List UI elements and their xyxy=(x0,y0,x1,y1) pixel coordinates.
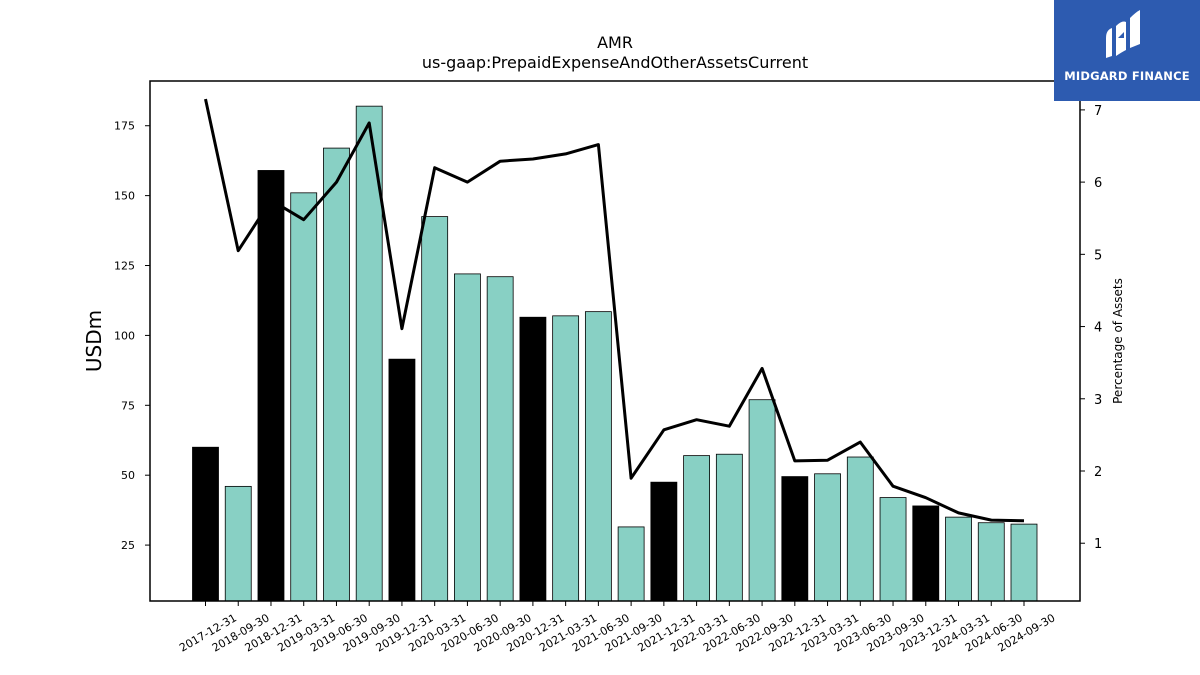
bar xyxy=(388,358,416,602)
y-tick-label: 75 xyxy=(121,399,135,412)
y2-axis-label: Percentage of Assets xyxy=(1111,278,1125,404)
y2-tick-label: 6 xyxy=(1094,176,1102,191)
bar xyxy=(519,316,547,602)
y-axis-label: USDm xyxy=(82,310,106,372)
bar xyxy=(912,505,940,602)
midgard-finance-logo: MIDGARD FINANCE xyxy=(1054,0,1200,101)
y-axis-right: 1 2 3 4 5 6 7 xyxy=(1080,104,1102,552)
y-tick-label: 100 xyxy=(114,329,135,342)
bar-group xyxy=(192,105,1038,602)
bar xyxy=(355,105,383,602)
y-axis-left: 25 50 75 100 125 150 175 xyxy=(114,120,150,552)
y2-tick-label: 2 xyxy=(1094,465,1102,480)
y2-tick-label: 1 xyxy=(1094,537,1102,552)
logo-text: MIDGARD FINANCE xyxy=(1064,69,1190,83)
bar xyxy=(977,522,1005,602)
midgard-logo-icon xyxy=(1106,10,1140,58)
bar xyxy=(617,526,645,602)
x-axis: 2017-12-312018-09-302018-12-312019-03-31… xyxy=(177,601,1058,655)
y2-tick-label: 5 xyxy=(1094,248,1102,263)
y-tick-label: 175 xyxy=(114,120,135,133)
chart-subtitle: us-gaap:PrepaidExpenseAndOtherAssetsCurr… xyxy=(422,53,808,72)
bar xyxy=(290,192,318,602)
bar xyxy=(421,216,449,602)
plot-frame xyxy=(149,80,1081,602)
bar xyxy=(879,497,907,602)
bar xyxy=(846,456,874,602)
bar xyxy=(454,273,481,602)
bar xyxy=(814,473,841,602)
bar xyxy=(1010,523,1038,602)
y-tick-label: 25 xyxy=(121,539,135,552)
bar xyxy=(781,476,809,602)
percentage-line xyxy=(204,98,1025,523)
bar xyxy=(945,516,972,602)
y2-tick-label: 4 xyxy=(1094,321,1102,336)
bar xyxy=(323,147,350,602)
bar xyxy=(192,446,219,602)
y-tick-label: 125 xyxy=(114,260,135,273)
bar xyxy=(584,311,612,602)
bar xyxy=(486,276,514,602)
bar xyxy=(257,170,285,602)
bar xyxy=(715,453,743,602)
y2-tick-label: 7 xyxy=(1094,104,1102,119)
y-tick-label: 150 xyxy=(114,190,135,203)
bar xyxy=(683,455,710,602)
bar xyxy=(224,485,252,602)
chart-title: AMR xyxy=(597,33,633,52)
bar xyxy=(552,315,580,602)
y-tick-label: 50 xyxy=(121,469,135,482)
bar xyxy=(748,399,776,602)
bar xyxy=(650,481,678,602)
line-group xyxy=(204,98,1025,523)
y2-tick-label: 3 xyxy=(1094,393,1102,408)
